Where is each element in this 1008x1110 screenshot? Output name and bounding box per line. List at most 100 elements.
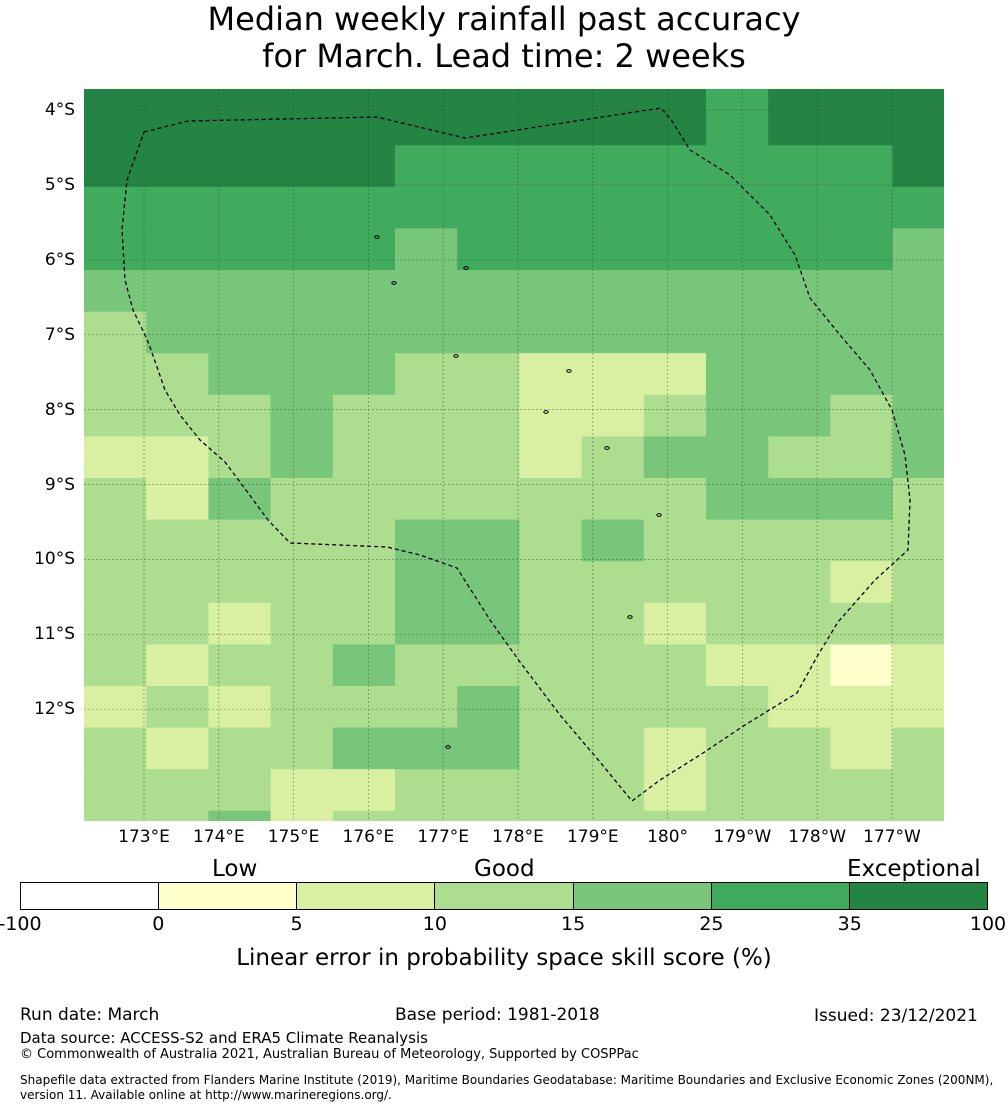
grid-cell [768, 602, 831, 645]
grid-cell [892, 394, 944, 437]
grid-cell [519, 228, 583, 271]
grid-cell [830, 727, 894, 770]
grid-cell [457, 186, 520, 229]
grid-cell [457, 270, 520, 313]
grid-cell [581, 89, 645, 105]
grid-cell [395, 769, 458, 812]
grid-cell [208, 561, 272, 604]
longitude-label: 175°E [267, 827, 320, 847]
grid-cell [830, 561, 894, 604]
grid-cell [395, 353, 458, 396]
grid-cell [457, 228, 520, 271]
grid-cell [830, 353, 894, 396]
island [453, 354, 459, 358]
grid-cell [395, 228, 458, 271]
longitude-label: 177°E [417, 827, 470, 847]
base-period: Base period: 1981-2018 [395, 1005, 600, 1025]
longitude-label: 180° [647, 827, 689, 847]
grid-cell [830, 436, 894, 479]
grid-cell [146, 686, 209, 729]
latitude-label: 5°S [44, 174, 75, 195]
grid-cell [457, 727, 520, 770]
grid-cell [519, 311, 583, 354]
grid-cell [643, 145, 707, 188]
island [445, 745, 451, 749]
grid-cell [519, 103, 583, 146]
grid-cell [643, 810, 707, 821]
grid-cell [581, 810, 645, 821]
grid-cell [768, 353, 831, 396]
grid-cell [270, 644, 334, 687]
grid-cell [519, 394, 583, 437]
grid-cell [457, 353, 520, 396]
grid-cell [457, 478, 520, 521]
grid-cell [395, 478, 458, 521]
grid-cell [706, 103, 769, 146]
grid-cell [892, 145, 944, 188]
grid-cell [768, 436, 831, 479]
grid-cell [270, 186, 334, 229]
grid-cell [830, 311, 894, 354]
grid-cell [146, 270, 209, 313]
grid-cell [84, 186, 147, 229]
grid-cell [830, 186, 894, 229]
grid-cell [84, 311, 147, 354]
grid-cell [768, 810, 831, 821]
grid-cell [208, 686, 272, 729]
data-source: Data source: ACCESS-S2 and ERA5 Climate … [20, 1029, 428, 1047]
grid-cell [768, 186, 831, 229]
grid-cell [581, 602, 645, 645]
grid-cell [830, 228, 894, 271]
grid-cell [768, 686, 831, 729]
grid-cell [146, 186, 209, 229]
grid-cell [581, 228, 645, 271]
grid-cell [457, 810, 520, 821]
grid-cell [768, 145, 831, 188]
grid-cell [519, 727, 583, 770]
grid-cell [84, 270, 147, 313]
grid-cell [270, 311, 334, 354]
grid-cell [332, 394, 396, 437]
grid-cell [830, 394, 894, 437]
grid-cell [208, 186, 272, 229]
grid-cell [146, 644, 209, 687]
grid-cell [84, 561, 147, 604]
grid-cell [519, 478, 583, 521]
grid-cell [768, 89, 831, 105]
grid-cell [768, 727, 831, 770]
grid-cell [768, 103, 831, 146]
grid-cell [395, 644, 458, 687]
grid-cell [768, 478, 831, 521]
grid-cell [768, 311, 831, 354]
grid-cell [706, 436, 769, 479]
grid-cell [208, 769, 272, 812]
longitude-label: 173°E [118, 827, 170, 847]
grid-cell [892, 186, 944, 229]
grid-cell [892, 561, 944, 604]
grid-cell [643, 311, 707, 354]
grid-cell [84, 810, 147, 821]
grid-cell [457, 602, 520, 645]
grid-cell [643, 89, 707, 105]
grid-cell [892, 602, 944, 645]
grid-cell [84, 686, 147, 729]
grid-cell [706, 561, 769, 604]
grid-cell [581, 769, 645, 812]
grid-cell [457, 686, 520, 729]
latitude-label: 10°S [34, 549, 75, 570]
grid-cell [84, 353, 147, 396]
grid-cell [332, 145, 396, 188]
grid-cell [395, 103, 458, 146]
grid-cell [643, 478, 707, 521]
grid-cell [768, 228, 831, 271]
island [543, 410, 549, 414]
grid-cell [519, 145, 583, 188]
latitude-label: 9°S [44, 474, 75, 495]
grid-cell [892, 103, 944, 146]
grid-cell [332, 186, 396, 229]
grid-cell [146, 394, 209, 437]
colorbar-segment [849, 883, 987, 909]
grid-cell [332, 89, 396, 105]
grid-cell [208, 727, 272, 770]
grid-cell [892, 727, 944, 770]
